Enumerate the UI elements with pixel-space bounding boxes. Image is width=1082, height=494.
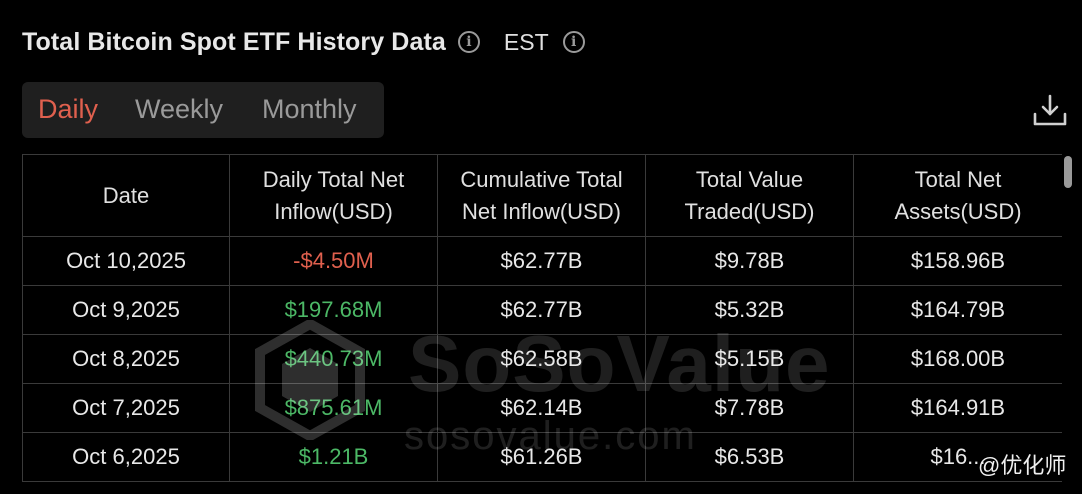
cell-assets: $16... [853,432,1062,482]
cell-cumulative: $62.77B [437,236,646,286]
cell-cumulative: $62.58B [437,334,646,384]
table-scrollbar[interactable] [1062,154,1076,494]
cell-traded: $6.53B [645,432,854,482]
tab-daily[interactable]: Daily [38,94,99,124]
cell-assets: $158.96B [853,236,1062,286]
cell-daily-inflow: $197.68M [229,285,438,335]
cell-daily-inflow: -$4.50M [229,236,438,286]
cell-traded: $7.78B [645,383,854,433]
cell-assets: $164.91B [853,383,1062,433]
timezone-label: EST [503,28,549,55]
page-header: Total Bitcoin Spot ETF History Data i ES… [22,22,585,62]
table-row: Oct 8,2025 $440.73M $62.58B $5.15B $168.… [22,334,1062,384]
cell-date: Oct 9,2025 [22,285,230,335]
table-header-row: Date Daily Total Net Inflow(USD) Cumulati… [22,154,1062,237]
cell-cumulative: $62.77B [437,285,646,335]
cell-daily-inflow: $440.73M [229,334,438,384]
tab-weekly[interactable]: Weekly [135,94,224,124]
table-row: Oct 7,2025 $875.61M $62.14B $7.78B $164.… [22,383,1062,433]
cell-date: Oct 10,2025 [22,236,230,286]
timezone-info-icon[interactable]: i [562,31,585,53]
cell-traded: $9.78B [645,236,854,286]
column-header-value-traded[interactable]: Total Value Traded(USD) [645,154,854,237]
tab-monthly[interactable]: Monthly [262,94,357,124]
table-row: Oct 10,2025 -$4.50M $62.77B $9.78B $158.… [22,236,1062,286]
cell-traded: $5.15B [645,334,854,384]
table-row: Oct 6,2025 $1.21B $61.26B $6.53B $16... [22,432,1062,482]
cell-cumulative: $61.26B [437,432,646,482]
cell-assets: $164.79B [853,285,1062,335]
column-header-net-assets[interactable]: Total Net Assets(USD) [853,154,1062,237]
page-title: Total Bitcoin Spot ETF History Data [22,27,446,56]
cell-daily-inflow: $1.21B [229,432,438,482]
column-header-date[interactable]: Date [22,154,230,237]
cell-date: Oct 7,2025 [22,383,230,433]
etf-history-table: Date Daily Total Net Inflow(USD) Cumulati… [22,154,1062,494]
column-header-cumulative-inflow[interactable]: Cumulative Total Net Inflow(USD) [437,154,646,237]
scrollbar-thumb[interactable] [1064,156,1072,188]
cell-traded: $5.32B [645,285,854,335]
cell-cumulative: $62.14B [437,383,646,433]
cell-assets: $168.00B [853,334,1062,384]
column-header-daily-inflow[interactable]: Daily Total Net Inflow(USD) [229,154,438,237]
info-icon[interactable]: i [457,31,480,53]
table-row: Oct 9,2025 $197.68M $62.77B $5.32B $164.… [22,285,1062,335]
period-tabs: Daily Weekly Monthly [22,82,384,138]
cell-date: Oct 6,2025 [22,432,230,482]
cell-date: Oct 8,2025 [22,334,230,384]
download-icon[interactable] [1032,92,1068,128]
cell-daily-inflow: $875.61M [229,383,438,433]
